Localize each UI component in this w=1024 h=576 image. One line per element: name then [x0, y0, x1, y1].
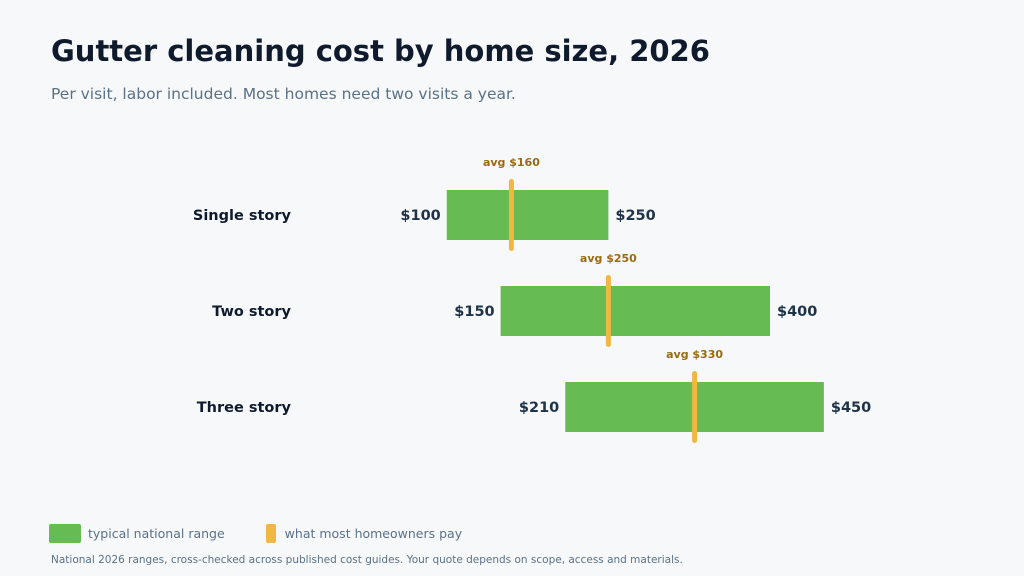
avg-marker	[692, 371, 698, 443]
range-low-label: $100	[400, 208, 440, 224]
range-high-label: $400	[777, 304, 817, 320]
avg-marker	[508, 179, 514, 251]
legend-swatch-avg	[265, 524, 276, 543]
category-label: Single story	[193, 208, 292, 224]
range-bar	[500, 286, 770, 336]
range-chart: Single story $100 $250 avg $160 Two story $15…	[193, 156, 871, 443]
legend: typical national range what most homeown…	[49, 524, 462, 543]
legend-item-avg: what most homeowners pay	[225, 524, 462, 543]
range-high-label: $250	[615, 208, 655, 224]
legend-label-avg: what most homeowners pay	[284, 526, 463, 541]
legend-label-range: typical national range	[88, 526, 225, 541]
chart-title: Gutter cleaning cost by home size, 2026	[51, 34, 710, 68]
range-low-label: $210	[519, 400, 559, 416]
footnote: National 2026 ranges, cross-checked acro…	[51, 554, 683, 566]
category-label: Three story	[197, 400, 292, 416]
category-label: Two story	[212, 304, 291, 320]
range-bar	[446, 190, 609, 240]
range-high-label: $450	[831, 400, 871, 416]
range-low-label: $150	[454, 304, 494, 320]
chart-subtitle: Per visit, labor included. Most homes ne…	[51, 85, 516, 103]
avg-label: avg $160	[483, 156, 540, 169]
legend-item-range: typical national range	[49, 524, 225, 543]
avg-marker	[605, 275, 611, 347]
avg-label: avg $250	[580, 252, 637, 265]
avg-label: avg $330	[666, 348, 723, 361]
legend-swatch-range	[49, 524, 81, 543]
